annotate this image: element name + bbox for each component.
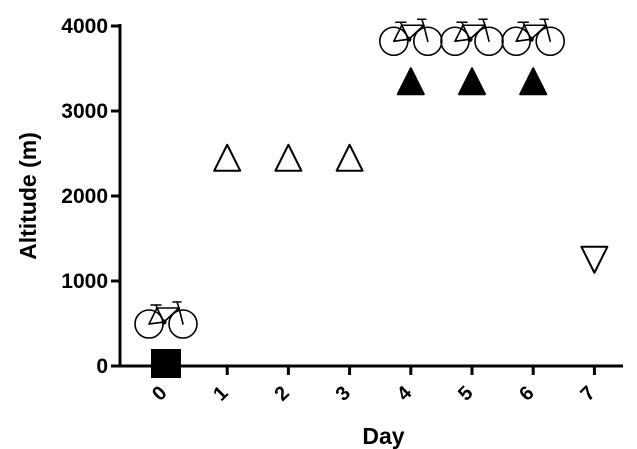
x-tick-label: 3 xyxy=(332,382,355,405)
marker-open-triangle xyxy=(274,143,303,172)
x-tick-label: 1 xyxy=(209,382,232,405)
y-tick-label: 0 xyxy=(96,355,108,378)
data-markers xyxy=(134,18,609,378)
y-tick-label: 1000 xyxy=(61,270,108,293)
bicycle-icon xyxy=(440,18,504,57)
marker-filled-triangle xyxy=(519,67,548,96)
x-tick-label: 0 xyxy=(148,382,171,405)
x-tick-label: 2 xyxy=(270,382,293,405)
x-tick-label: 4 xyxy=(393,381,417,405)
y-tick-label: 4000 xyxy=(61,15,108,38)
marker-open-triangle xyxy=(335,143,364,172)
y-axis-title: Altitude (m) xyxy=(15,132,41,260)
y-tick-label: 3000 xyxy=(61,100,108,123)
x-tick-label: 6 xyxy=(515,382,538,405)
bicycle-icon xyxy=(134,301,198,339)
marker-square xyxy=(151,349,181,378)
marker-open-triangle-down xyxy=(580,245,609,274)
marker-open-triangle xyxy=(213,143,242,172)
x-axis-title: Day xyxy=(362,423,404,449)
marker-filled-triangle xyxy=(458,67,486,96)
x-tick-label: 5 xyxy=(454,382,477,405)
axes: 0 1000 2000 3000 4000 0 1 2 3 4 5 6 7 xyxy=(61,15,623,405)
bicycle-icon xyxy=(378,18,443,57)
y-tick-label: 2000 xyxy=(61,185,108,208)
x-tick-label: 7 xyxy=(576,382,599,405)
marker-filled-triangle xyxy=(396,67,425,96)
bicycle-icon xyxy=(501,18,566,57)
